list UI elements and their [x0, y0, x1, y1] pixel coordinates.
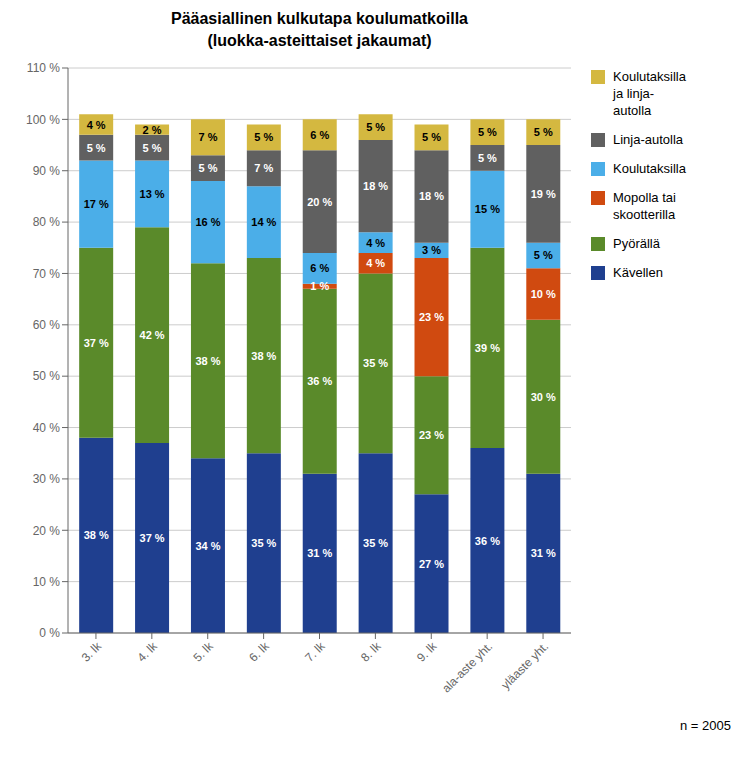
svg-text:38 %: 38 %	[84, 529, 109, 541]
svg-text:30 %: 30 %	[531, 391, 556, 403]
svg-text:30 %: 30 %	[33, 472, 61, 486]
svg-text:5 %: 5 %	[87, 142, 106, 154]
svg-text:10 %: 10 %	[33, 575, 61, 589]
svg-text:5 %: 5 %	[254, 131, 273, 143]
svg-text:100 %: 100 %	[26, 113, 60, 127]
svg-text:yläaste yht.: yläaste yht.	[498, 639, 551, 692]
svg-text:10 %: 10 %	[531, 288, 556, 300]
html-text:Linja-autolla: Linja-autolla	[613, 132, 684, 147]
html-text:Pääasiallinen kulkutapa koulum: Pääasiallinen kulkutapa koulumatkoilla (…	[171, 10, 468, 49]
svg-text:9. lk: 9. lk	[414, 639, 440, 665]
svg-text:7. lk: 7. lk	[302, 639, 328, 665]
svg-text:50 %: 50 %	[33, 369, 61, 383]
svg-text:5 %: 5 %	[143, 142, 162, 154]
html-text:n = 2005: n = 2005	[680, 718, 731, 733]
svg-text:14 %: 14 %	[251, 216, 276, 228]
svg-text:5. lk: 5. lk	[190, 639, 216, 665]
svg-text:37 %: 37 %	[84, 337, 109, 349]
svg-text:40 %: 40 %	[33, 421, 61, 435]
svg-text:39 %: 39 %	[475, 342, 500, 354]
svg-text:1 %: 1 %	[310, 280, 329, 292]
svg-text:38 %: 38 %	[251, 350, 276, 362]
svg-text:6. lk: 6. lk	[246, 639, 272, 665]
svg-text:80 %: 80 %	[33, 215, 61, 229]
svg-text:60 %: 60 %	[33, 318, 61, 332]
svg-text:3. lk: 3. lk	[79, 639, 105, 665]
svg-text:31 %: 31 %	[531, 547, 556, 559]
svg-text:13 %: 13 %	[140, 188, 165, 200]
svg-text:5 %: 5 %	[422, 131, 441, 143]
svg-text:4. lk: 4. lk	[135, 639, 161, 665]
svg-text:31 %: 31 %	[307, 547, 332, 559]
svg-text:23 %: 23 %	[419, 429, 444, 441]
html-text:Mopolla tai skootterilla: Mopolla tai skootterilla	[613, 190, 676, 222]
svg-text:35 %: 35 %	[251, 537, 276, 549]
svg-text:18 %: 18 %	[419, 190, 444, 202]
svg-text:7 %: 7 %	[254, 162, 273, 174]
svg-text:27 %: 27 %	[419, 558, 444, 570]
svg-text:34 %: 34 %	[195, 540, 220, 552]
svg-text:5 %: 5 %	[478, 126, 497, 138]
svg-text:0 %: 0 %	[39, 626, 60, 640]
svg-text:3 %: 3 %	[422, 244, 441, 256]
svg-text:35 %: 35 %	[363, 537, 388, 549]
svg-text:110 %: 110 %	[27, 61, 60, 75]
svg-text:5 %: 5 %	[534, 249, 553, 261]
svg-text:7 %: 7 %	[198, 131, 217, 143]
svg-text:6 %: 6 %	[310, 129, 329, 141]
html-text:Koulutaksilla: Koulutaksilla	[613, 161, 686, 176]
svg-text:8. lk: 8. lk	[358, 639, 384, 665]
svg-text:5 %: 5 %	[198, 162, 217, 174]
svg-text:6 %: 6 %	[310, 262, 329, 274]
svg-text:90 %: 90 %	[33, 164, 61, 178]
svg-text:16 %: 16 %	[195, 216, 220, 228]
svg-text:23 %: 23 %	[419, 311, 444, 323]
svg-text:4 %: 4 %	[87, 119, 106, 131]
svg-text:20 %: 20 %	[307, 196, 332, 208]
svg-text:36 %: 36 %	[475, 535, 500, 547]
html-text:Koulutaksilla ja linja- autoll: Koulutaksilla ja linja- autolla	[613, 69, 686, 118]
svg-text:18 %: 18 %	[363, 180, 388, 192]
svg-text:4 %: 4 %	[366, 257, 385, 269]
svg-text:2 %: 2 %	[143, 124, 162, 136]
svg-text:5 %: 5 %	[534, 126, 553, 138]
html-text:Kävellen: Kävellen	[613, 265, 663, 280]
svg-text:17 %: 17 %	[84, 198, 109, 210]
svg-text:15 %: 15 %	[475, 203, 500, 215]
svg-text:42 %: 42 %	[140, 329, 165, 341]
svg-text:5 %: 5 %	[478, 152, 497, 164]
svg-text:20 %: 20 %	[33, 524, 61, 538]
svg-text:ala-aste yht.: ala-aste yht.	[439, 639, 495, 695]
svg-text:4 %: 4 %	[366, 237, 385, 249]
html-text:Pyörällä: Pyörällä	[613, 236, 660, 251]
svg-text:70 %: 70 %	[33, 267, 61, 281]
svg-text:38 %: 38 %	[195, 355, 220, 367]
svg-text:36 %: 36 %	[307, 375, 332, 387]
svg-text:35 %: 35 %	[363, 357, 388, 369]
svg-text:5 %: 5 %	[366, 121, 385, 133]
svg-text:37 %: 37 %	[140, 532, 165, 544]
svg-text:19 %: 19 %	[531, 188, 556, 200]
